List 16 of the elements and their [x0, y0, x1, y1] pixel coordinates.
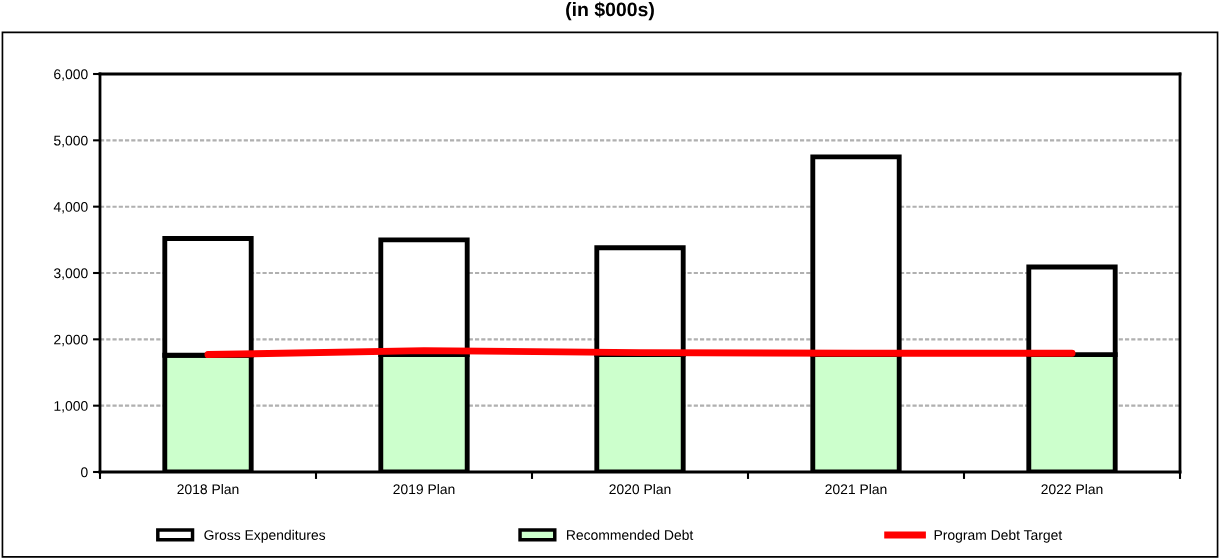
legend-label: Program Debt Target — [934, 529, 1063, 543]
x-tick-label: 2018 Plan — [177, 483, 239, 495]
x-tick-label: 2022 Plan — [1041, 483, 1103, 495]
y-tick-label: 5,000 — [54, 135, 88, 148]
y-tick-label: 2,000 — [54, 334, 88, 347]
x-tick-label: 2020 Plan — [609, 483, 671, 495]
x-tick-label: 2019 Plan — [393, 483, 455, 495]
legend-label: Gross Expenditures — [204, 529, 326, 543]
y-tick-label: 0 — [81, 467, 88, 478]
legend-label: Recommended Debt — [567, 529, 694, 540]
chart-title: (in $000s) — [566, 1, 654, 21]
y-tick-label: 3,000 — [53, 268, 88, 280]
y-tick-label: 1,000 — [54, 401, 88, 413]
y-tick-label: 6,000 — [54, 69, 88, 81]
x-tick-label: 2021 Plan — [825, 483, 887, 495]
y-tick-label: 4,000 — [53, 202, 88, 214]
